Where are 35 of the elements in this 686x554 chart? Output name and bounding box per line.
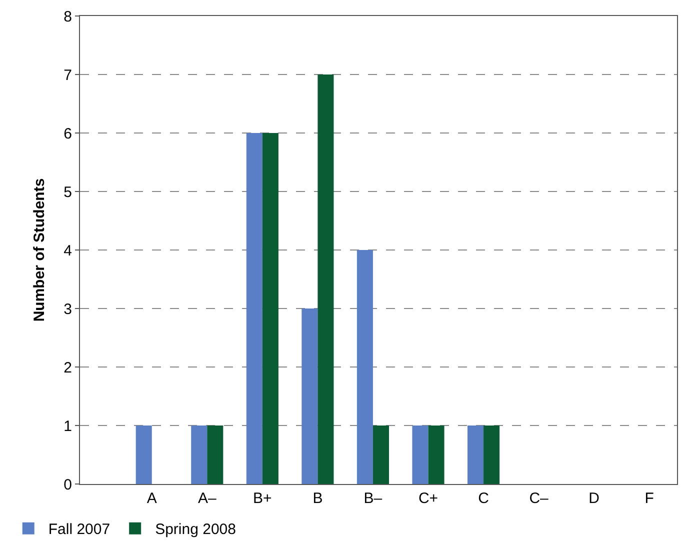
bar xyxy=(207,426,224,484)
y-tick-label: 2 xyxy=(64,359,72,376)
x-tick-label: B xyxy=(312,490,323,507)
x-tick-label: A xyxy=(146,490,157,507)
y-tick-label: 8 xyxy=(64,8,72,26)
x-tick-label: F xyxy=(644,490,654,507)
bar xyxy=(191,426,208,484)
x-tick-label: C+ xyxy=(418,490,438,507)
y-tick-label: 0 xyxy=(64,476,72,494)
y-tick-label: 5 xyxy=(64,184,72,201)
bar xyxy=(372,426,389,484)
x-tick-label: C– xyxy=(529,490,550,507)
bar xyxy=(246,133,262,484)
bar xyxy=(428,426,444,484)
y-tick-label: 3 xyxy=(64,300,72,318)
bar xyxy=(468,426,484,484)
y-tick-label: 6 xyxy=(64,125,72,142)
bar xyxy=(318,74,334,484)
x-tick-label: B– xyxy=(364,490,383,507)
bar xyxy=(302,308,318,484)
bar xyxy=(356,250,373,484)
x-tick-label: D xyxy=(588,490,600,507)
x-tick-label: A– xyxy=(198,490,217,507)
y-tick-label: 4 xyxy=(64,242,72,260)
y-tick-label: 7 xyxy=(64,66,72,84)
x-tick-label: B+ xyxy=(253,490,272,507)
bar xyxy=(484,426,500,484)
legend-label: Spring 2008 xyxy=(155,521,236,538)
y-axis-title: Number of Students xyxy=(30,178,48,322)
legend-label: Fall 2007 xyxy=(48,521,110,538)
bar xyxy=(412,426,428,484)
bar xyxy=(262,133,278,484)
y-tick-label: 1 xyxy=(64,418,72,435)
x-tick-label: C xyxy=(478,490,490,507)
bar xyxy=(136,426,152,484)
